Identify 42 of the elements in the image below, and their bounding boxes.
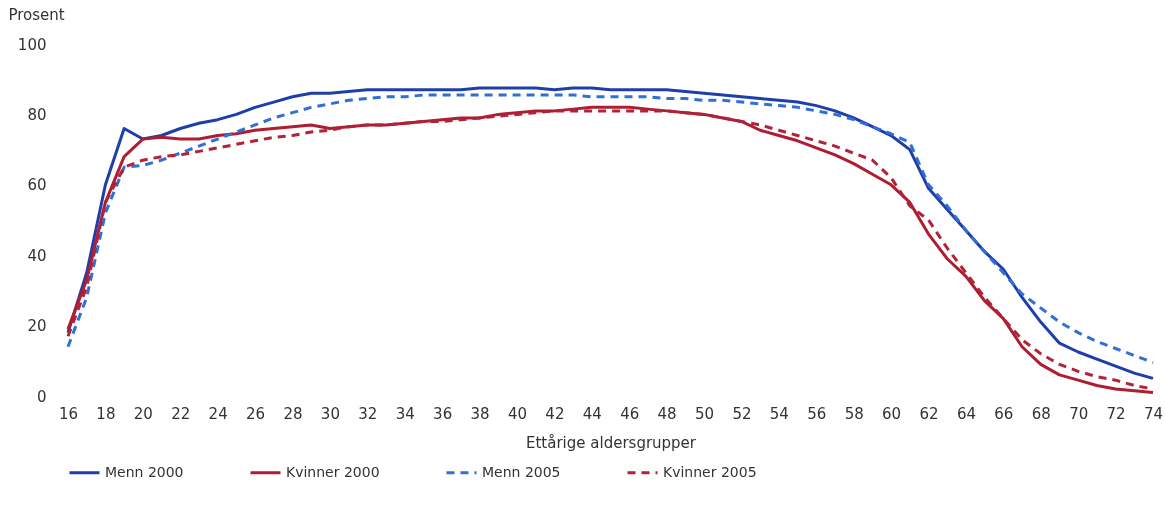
x-tick-label: 36 [433,404,453,423]
x-tick-label: 74 [1143,404,1164,423]
x-tick-label: 50 [694,404,715,423]
x-tick-label: 20 [133,404,153,423]
x-tick-label: 34 [395,404,415,423]
y-tick-label: 80 [27,105,47,124]
y-tick-label: 40 [27,246,47,265]
y-tick-label: 20 [27,317,47,336]
x-tick-label: 22 [171,404,191,423]
x-tick-label: 24 [208,404,228,423]
legend-label: Menn 2005 [482,463,561,480]
x-tick-label: 58 [844,404,864,423]
y-axis-title: Prosent [8,5,65,24]
x-tick-label: 56 [807,404,827,423]
x-tick-label: 28 [283,404,303,423]
x-tick-label: 32 [358,404,378,423]
x-tick-label: 26 [246,404,266,423]
x-tick-label: 72 [1106,404,1126,423]
y-tick-label: 0 [36,387,47,406]
x-tick-label: 48 [657,404,677,423]
legend-label: Menn 2000 [105,463,184,480]
legend-label: Kvinner 2005 [663,463,757,480]
x-tick-label: 18 [96,404,116,423]
x-tick-label: 68 [1031,404,1051,423]
y-tick-label: 100 [17,35,47,54]
x-tick-label: 44 [582,404,602,423]
x-tick-label: 30 [320,404,340,423]
x-tick-label: 42 [545,404,565,423]
legend-label: Kvinner 2000 [286,463,380,480]
x-tick-label: 66 [994,404,1014,423]
x-axis-title: Ettårige aldersgrupper [525,433,697,452]
x-tick-label: 46 [620,404,640,423]
x-tick-label: 40 [507,404,528,423]
x-tick-label: 64 [956,404,976,423]
x-tick-label: 52 [732,404,752,423]
x-tick-label: 16 [58,404,79,423]
x-tick-label: 70 [1069,404,1089,423]
x-tick-label: 54 [769,404,789,423]
y-tick-label: 60 [27,176,47,195]
x-tick-label: 60 [882,404,902,423]
x-tick-label: 62 [919,404,939,423]
x-tick-label: 38 [470,404,490,423]
